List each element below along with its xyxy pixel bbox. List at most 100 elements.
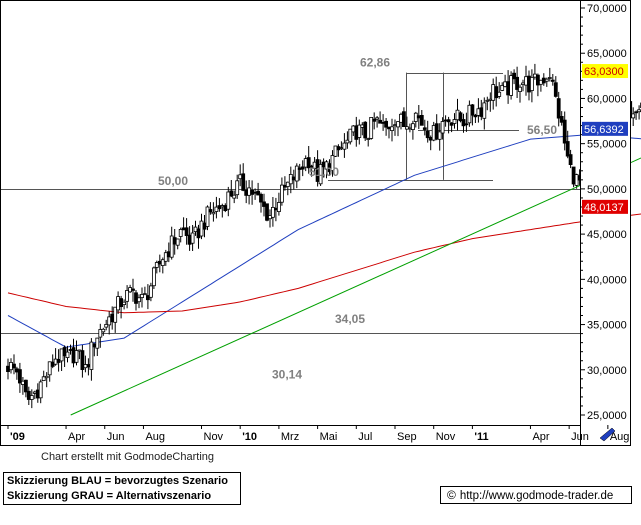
- candle-body: [262, 201, 266, 207]
- candle-body: [485, 99, 490, 102]
- candle-body: [497, 91, 502, 97]
- candle-body: [214, 206, 219, 212]
- x-tick-label: Jun: [107, 431, 125, 443]
- y-tick-label: 65,0000: [587, 48, 627, 60]
- candle-body: [44, 375, 49, 379]
- candle-body: [440, 121, 445, 134]
- candle-body: [285, 181, 290, 187]
- candle-body: [479, 107, 484, 117]
- candle-body: [393, 124, 397, 127]
- candle-body: [470, 104, 475, 116]
- candle-body: [330, 155, 335, 171]
- candle-body: [181, 227, 186, 231]
- candle-body: [354, 125, 359, 140]
- candle-body: [95, 337, 100, 349]
- candle-body: [559, 116, 564, 123]
- candle-body: [416, 115, 421, 119]
- candle-body: [6, 365, 10, 373]
- candle-body: [89, 341, 94, 370]
- candle-body: [515, 76, 519, 90]
- candle-body: [568, 154, 573, 166]
- candle-body: [434, 123, 439, 140]
- candle-body: [223, 205, 228, 211]
- plot-border: [0, 0, 581, 426]
- x-tick-label: Jun: [571, 431, 589, 443]
- candle-body: [366, 138, 371, 140]
- candle-body: [148, 285, 153, 298]
- y-tick-label: 45,0000: [587, 229, 627, 241]
- candle-body: [276, 202, 281, 213]
- candle-body: [473, 114, 478, 118]
- candle-body: [131, 288, 135, 291]
- candle-body: [482, 102, 487, 119]
- candle-body: [26, 390, 31, 400]
- candle-body: [419, 115, 424, 126]
- candle-body: [74, 350, 79, 363]
- chart-credit: Chart erstellt mit GodmodeCharting: [41, 451, 215, 463]
- candle-body: [199, 220, 204, 237]
- candle-body: [530, 77, 534, 92]
- candle-body: [372, 118, 377, 122]
- y-tick-label: 50,0000: [587, 184, 627, 196]
- candle-body: [241, 173, 246, 191]
- trendline: [70, 157, 641, 416]
- candle-body: [125, 289, 129, 302]
- candle-body: [375, 117, 380, 120]
- candle-body: [518, 86, 522, 92]
- y-tick-label: 25,0000: [587, 410, 627, 422]
- candle-body: [348, 128, 353, 143]
- candle-body: [413, 112, 418, 122]
- candle-body: [428, 136, 433, 141]
- price-bars: [6, 63, 641, 409]
- candle-body: [461, 119, 466, 127]
- candle-body: [29, 395, 34, 400]
- candle-body: [14, 368, 19, 373]
- website-link[interactable]: © http://www.godmode-trader.de: [440, 486, 632, 504]
- candle-body: [101, 328, 106, 333]
- candle-body: [253, 191, 258, 194]
- candle-body: [137, 297, 141, 303]
- candle-body: [547, 77, 552, 79]
- candle-body: [458, 112, 463, 122]
- candle-body: [68, 349, 73, 351]
- candle-body: [637, 109, 641, 113]
- candle-body: [550, 79, 555, 82]
- candle-body: [56, 358, 61, 363]
- price-label-text: 48,0137: [584, 202, 624, 214]
- candle-body: [333, 145, 338, 157]
- candle-body: [193, 226, 198, 233]
- candle-body: [339, 147, 344, 150]
- candle-body: [387, 126, 391, 130]
- candle-body: [407, 127, 412, 130]
- candle-body: [351, 125, 356, 133]
- candle-body: [544, 78, 549, 82]
- candle-body: [247, 187, 252, 196]
- candle-body: [300, 166, 305, 170]
- candle-body: [381, 122, 386, 124]
- level-label: 62,86: [360, 56, 390, 70]
- chart-canvas: 25,0000 30,0000 35,0000 40,0000 45,0000 50,00…: [0, 0, 641, 446]
- candle-body: [265, 203, 269, 221]
- candle-body: [220, 205, 225, 208]
- candle-body: [47, 361, 52, 376]
- candle-body: [279, 184, 284, 203]
- moving-averages: [7, 134, 641, 348]
- moving-average-blue: [7, 134, 641, 348]
- x-tick-label: Aug: [145, 431, 165, 443]
- x-tick-label: Mrz: [281, 431, 299, 443]
- candle-body: [422, 127, 427, 130]
- horizontal-levels: [0, 72, 580, 334]
- candle-body: [506, 81, 511, 96]
- candle-body: [62, 347, 67, 357]
- candle-body: [122, 301, 126, 306]
- candle-body: [533, 73, 537, 78]
- candle-body: [500, 85, 505, 91]
- candle-body: [342, 142, 347, 150]
- x-tick-label: Mai: [320, 431, 338, 443]
- level-label: 50,00: [158, 174, 188, 188]
- legend-grey-scenario: Skizzierung GRAU = Alternativszenario: [7, 490, 212, 502]
- candle-body: [553, 82, 558, 97]
- candle-body: [232, 194, 237, 199]
- candle-body: [92, 343, 97, 348]
- candle-body: [455, 109, 460, 121]
